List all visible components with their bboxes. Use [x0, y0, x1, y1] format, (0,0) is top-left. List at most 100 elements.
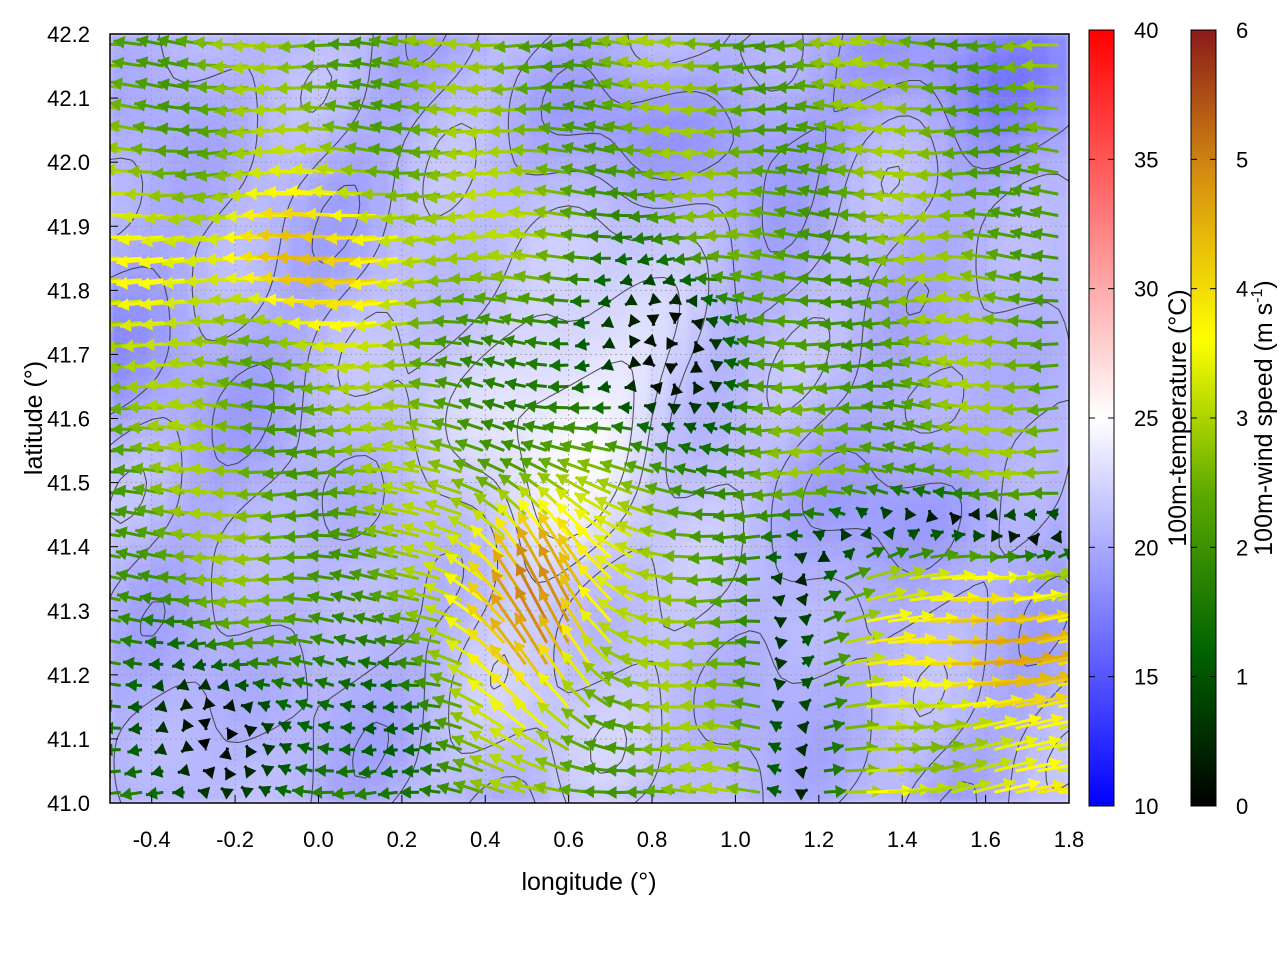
temperature-cell	[368, 194, 391, 218]
wind-vector	[316, 699, 335, 712]
temperature-cell	[328, 417, 351, 440]
wind-vector	[377, 656, 398, 670]
wind-vector	[147, 440, 185, 454]
colorbar-tick-label: 30	[1134, 277, 1158, 302]
wind-vector	[444, 125, 484, 139]
wind-vector	[535, 729, 569, 751]
wind-vector	[336, 765, 356, 778]
temperature-cell	[1048, 316, 1069, 339]
temperature-cell	[668, 154, 691, 177]
wind-vector	[118, 612, 143, 626]
temperature-cell	[788, 255, 811, 278]
colorbar-tick-label: 10	[1134, 794, 1158, 819]
wind-vector	[171, 658, 185, 671]
wind-vector	[307, 590, 335, 604]
wind-vector	[405, 418, 441, 431]
temperature-cell	[988, 619, 1011, 643]
temperature-cell	[588, 356, 611, 380]
temperature-cell	[148, 194, 171, 218]
wind-vector	[282, 592, 313, 605]
wind-vector	[429, 671, 463, 687]
temperature-cell	[808, 498, 831, 521]
temperature-cell	[688, 437, 711, 460]
temperature-cell	[808, 579, 831, 602]
temperature-cell	[668, 34, 691, 56]
temperature-cell	[688, 215, 711, 238]
temperature-cell	[268, 781, 291, 803]
wind-vector	[116, 255, 164, 269]
wind-vector	[112, 56, 143, 70]
temperature-cell	[748, 599, 771, 622]
wind-vector	[463, 209, 505, 223]
colorbar-tick-label: 1	[1236, 665, 1248, 690]
temperature-cell	[748, 640, 771, 663]
temperature-cell	[1048, 275, 1069, 299]
wind-vector	[559, 206, 590, 220]
temperature-cell	[368, 721, 391, 744]
wind-vector	[350, 590, 377, 603]
temperature-cell	[968, 53, 991, 76]
wind-vector	[419, 784, 441, 798]
temperature-cell	[208, 559, 231, 582]
wind-vector	[120, 210, 164, 224]
wind-vector	[381, 523, 420, 538]
wind-vector	[513, 123, 547, 137]
wind-vector	[566, 272, 590, 286]
wind-vector	[493, 40, 526, 54]
temperature-cell	[888, 498, 911, 521]
wind-vector	[407, 631, 441, 645]
temperature-cell	[228, 255, 251, 278]
wind-vector	[402, 743, 420, 757]
wind-vector	[383, 358, 419, 372]
wind-vector	[450, 478, 484, 495]
wind-vector	[324, 99, 356, 113]
temperature-cell	[988, 599, 1011, 622]
wind-vector	[146, 419, 185, 433]
wind-vector	[292, 784, 313, 798]
temperature-cell	[128, 721, 151, 744]
temperature-cell	[708, 255, 731, 278]
wind-vector	[534, 184, 569, 197]
x-tick-label: 0.2	[387, 827, 418, 852]
wind-vector	[154, 700, 168, 713]
temperature-cell	[648, 417, 671, 440]
wind-vector	[274, 784, 292, 798]
temperature-cell	[148, 599, 171, 622]
wind-vector	[401, 501, 441, 517]
wind-vector	[146, 399, 185, 412]
wind-vector	[307, 549, 334, 563]
wind-vector	[537, 642, 570, 687]
temperature-cell	[808, 599, 831, 622]
wind-vector	[458, 397, 484, 410]
wind-vector	[325, 78, 356, 92]
wind-vector	[139, 591, 164, 605]
colorbar-tick-label: 20	[1134, 535, 1158, 560]
wind-vector	[258, 785, 272, 798]
temperature-cell	[868, 215, 891, 238]
wind-vector	[574, 359, 590, 373]
wind-vector	[240, 785, 254, 799]
temperature-cell	[228, 640, 251, 663]
x-tick-label: -0.2	[216, 827, 254, 852]
wind-vector	[141, 613, 164, 627]
wind-vector	[344, 141, 377, 155]
temperature-cell	[868, 194, 891, 218]
temperature-cell	[948, 215, 971, 238]
temperature-cell	[228, 235, 251, 258]
temperature-cell	[588, 336, 611, 359]
wind-vector	[179, 698, 194, 712]
wind-vector	[602, 337, 616, 349]
wind-vector	[384, 567, 420, 581]
wind-vector	[503, 399, 526, 412]
x-tick-label: 1.4	[887, 827, 918, 852]
temperature-cell	[408, 93, 431, 116]
wind-vector	[260, 721, 275, 735]
temperature-cell	[368, 356, 391, 380]
wind-vector	[386, 589, 420, 603]
wind-vector	[110, 639, 121, 645]
wind-vector	[429, 438, 463, 452]
temperature-cell	[268, 538, 291, 562]
temperature-cell	[528, 356, 551, 380]
wind-vector	[328, 548, 356, 561]
temperature-cell	[828, 215, 851, 238]
